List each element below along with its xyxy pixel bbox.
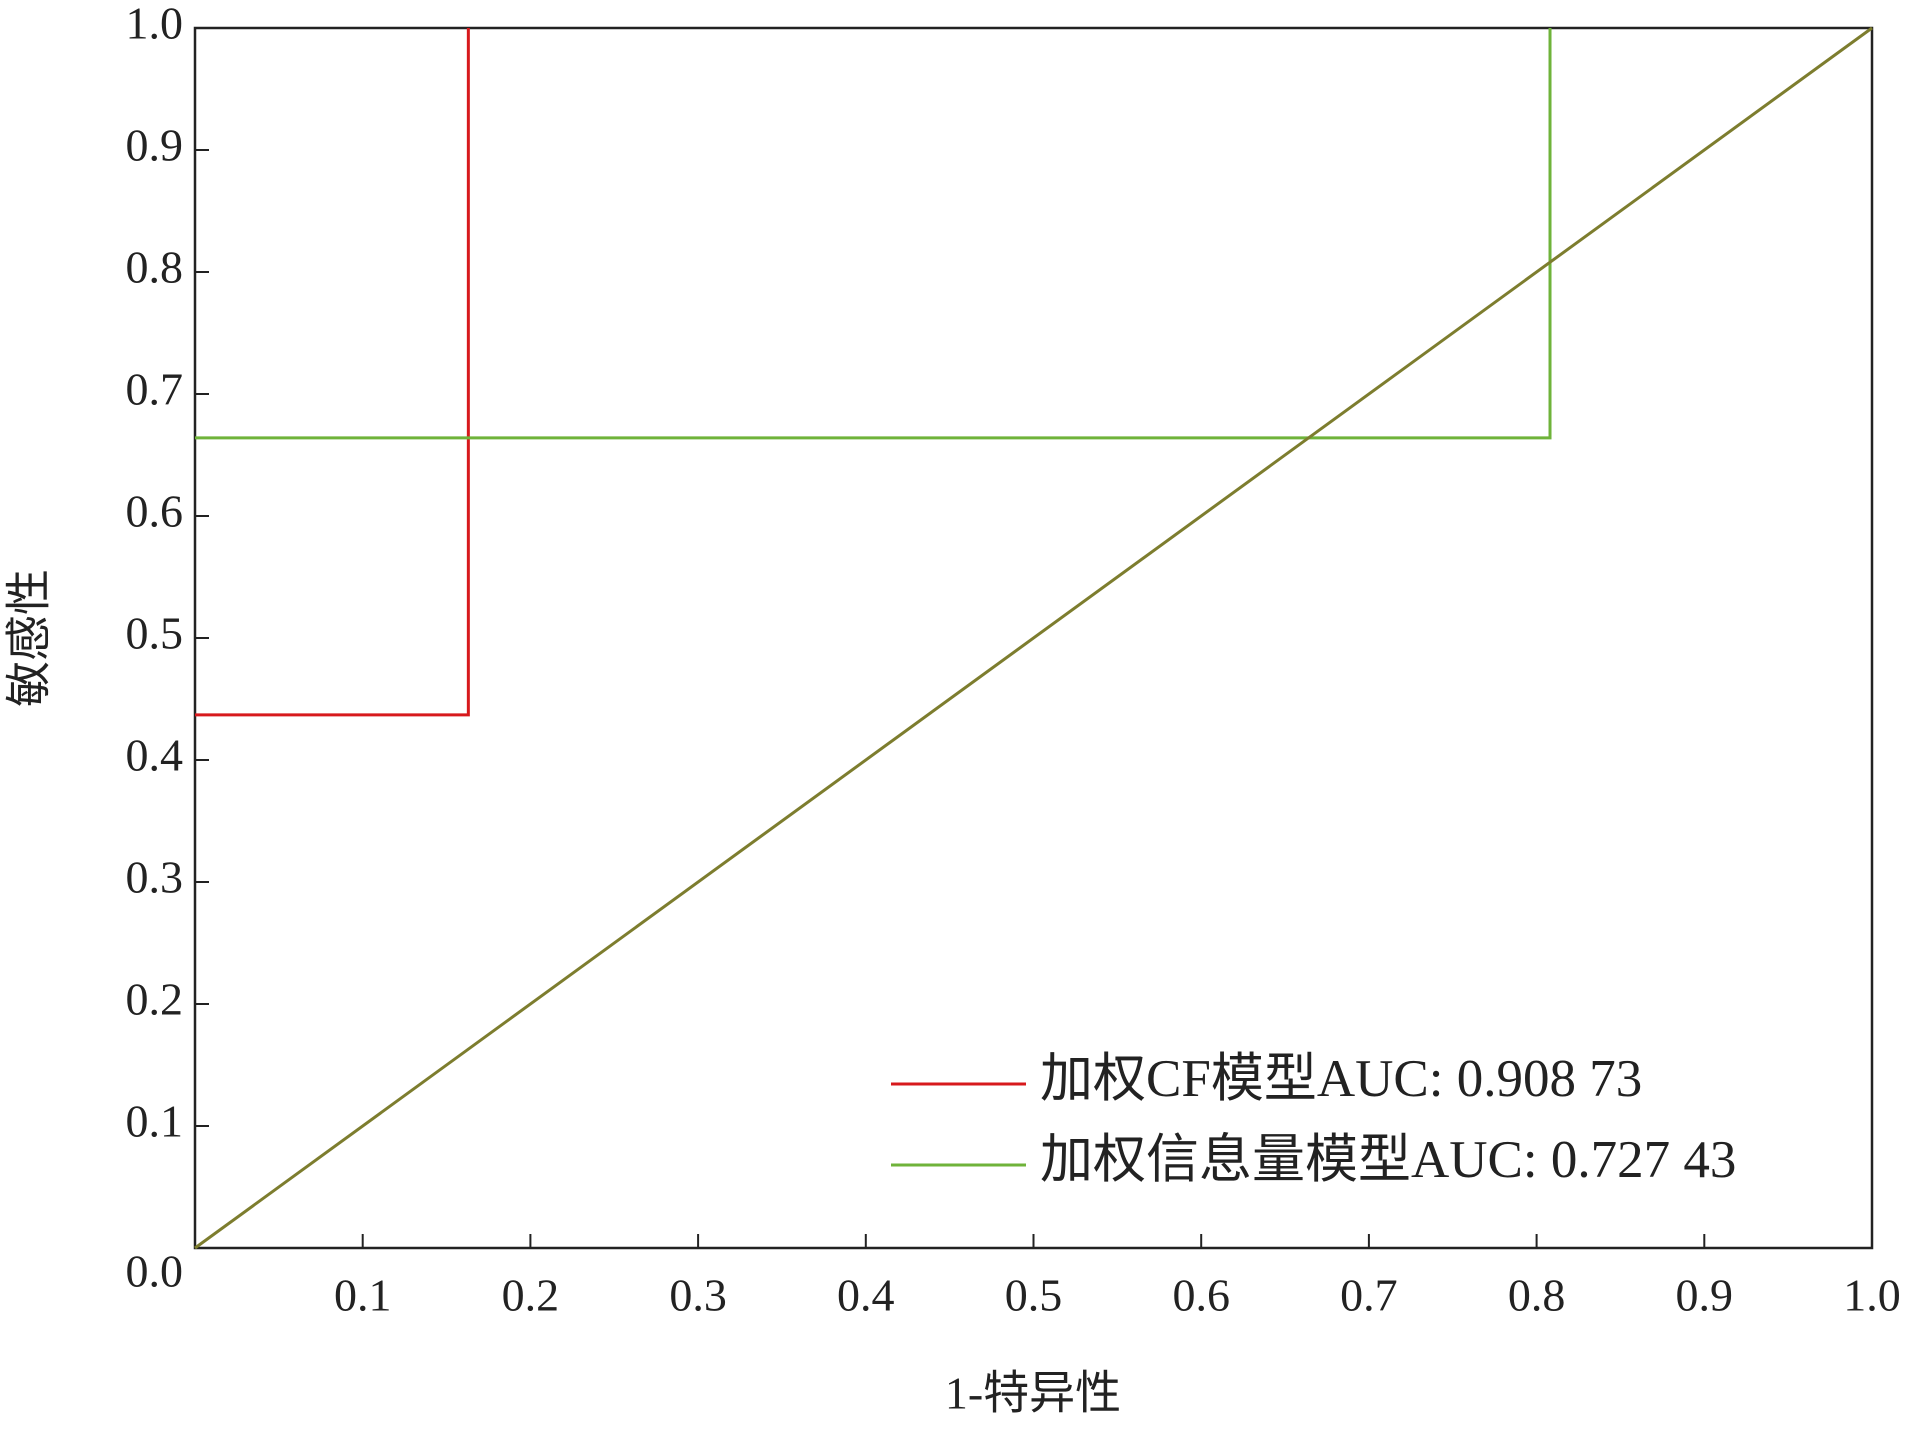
x-tick-label: 1.0 (1843, 1270, 1901, 1321)
x-tick-label: 0.7 (1340, 1270, 1398, 1321)
x-tick-label: 0.3 (669, 1270, 727, 1321)
legend-label: 加权CF模型AUC: 0.908 73 (1040, 1050, 1642, 1108)
x-tick-label: 0.4 (837, 1270, 895, 1321)
x-tick-label: 0.1 (334, 1270, 392, 1321)
x-tick-label: 0.6 (1172, 1270, 1230, 1321)
y-tick-label: 0.9 (126, 120, 184, 171)
y-tick-label: 0.8 (126, 242, 184, 293)
x-tick-label: 0.2 (502, 1270, 560, 1321)
y-axis-label: 敏感性 (4, 569, 55, 707)
y-tick-label: 0.1 (126, 1096, 184, 1147)
roc-line (195, 28, 470, 717)
x-tick-label: 0.5 (1005, 1270, 1063, 1321)
y-tick-label: 0.5 (126, 608, 184, 659)
x-axis-label: 1-特异性 (945, 1368, 1121, 1419)
roc-line (195, 28, 1552, 440)
x-tick-label: 0.9 (1676, 1270, 1734, 1321)
y-tick-label: 1.0 (126, 0, 184, 49)
y-tick-label: 0.6 (126, 486, 184, 537)
y-tick-label: 0.2 (126, 974, 184, 1025)
roc-line (194, 26, 1873, 1250)
y-tick-label: 0.4 (126, 730, 184, 781)
x-tick-label: 0.8 (1508, 1270, 1566, 1321)
y-tick-label: 0.3 (126, 852, 184, 903)
y-tick-label: 0.7 (126, 364, 184, 415)
y-tick-label: 0.0 (126, 1246, 184, 1297)
legend-label: 加权信息量模型AUC: 0.727 43 (1040, 1131, 1736, 1189)
